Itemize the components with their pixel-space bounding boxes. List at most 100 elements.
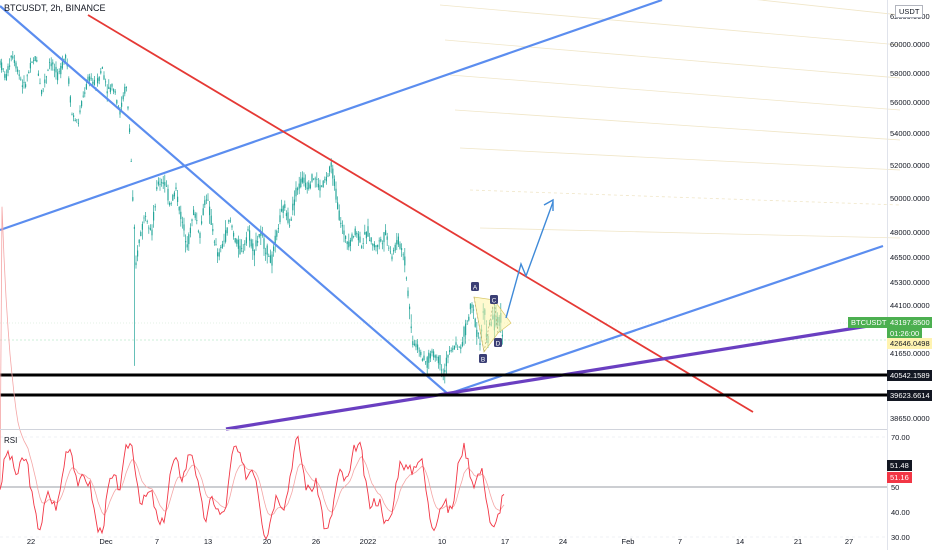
candle-body bbox=[237, 239, 239, 249]
candle-body bbox=[141, 224, 143, 230]
candle-body bbox=[327, 175, 329, 177]
projection-arrowhead bbox=[543, 198, 554, 211]
candle-body bbox=[458, 346, 460, 348]
candle-body bbox=[389, 251, 391, 253]
candle-body bbox=[255, 240, 257, 247]
candle-body bbox=[285, 213, 287, 217]
candle-body bbox=[47, 70, 49, 71]
candle-body bbox=[76, 119, 78, 121]
candle-body bbox=[412, 341, 414, 345]
candle-body bbox=[156, 187, 158, 190]
candle-body bbox=[213, 241, 215, 243]
candle-body bbox=[37, 73, 39, 76]
candle-body bbox=[428, 352, 430, 363]
fib-level-line bbox=[444, 39, 901, 79]
countdown-badge: 01:26:00 bbox=[887, 328, 923, 339]
fib-level-line bbox=[449, 74, 901, 111]
time-tick-label: 21 bbox=[794, 537, 802, 546]
candle-body bbox=[297, 188, 299, 191]
candle-body bbox=[417, 344, 419, 350]
fib-levels bbox=[439, 0, 901, 239]
candle-body bbox=[183, 224, 185, 231]
candle-body bbox=[71, 114, 73, 116]
candle-body bbox=[354, 228, 356, 235]
candle-body bbox=[135, 262, 137, 266]
price-tick-label: 46500.0000 bbox=[890, 253, 930, 262]
fib-level-line bbox=[469, 189, 901, 206]
candle-body bbox=[36, 60, 38, 62]
candle-body bbox=[385, 230, 387, 236]
time-tick-label: Dec bbox=[99, 537, 113, 546]
candle-body bbox=[445, 357, 447, 367]
candle-body bbox=[433, 351, 435, 358]
candle-body bbox=[316, 178, 318, 180]
candle-body bbox=[236, 239, 238, 244]
fib-level-line bbox=[756, 0, 901, 16]
candle-body bbox=[74, 120, 76, 122]
support-badge-2: 39623.6614 bbox=[887, 390, 932, 401]
support-badge-1: 40542.1589 bbox=[887, 370, 932, 381]
candle-body bbox=[132, 197, 134, 201]
candle-body bbox=[345, 235, 347, 239]
rsi-label[interactable]: RSI bbox=[4, 436, 18, 445]
candle-body bbox=[260, 231, 262, 236]
candle-body bbox=[474, 318, 476, 327]
candle-body bbox=[370, 237, 372, 242]
candle-body bbox=[269, 255, 271, 263]
candle-body bbox=[234, 238, 236, 243]
pane-separator[interactable] bbox=[0, 429, 887, 430]
rsi-value-badge: 51.48 bbox=[887, 460, 912, 471]
candle-body bbox=[469, 303, 471, 310]
candle-body bbox=[434, 355, 436, 358]
candle-body bbox=[404, 256, 406, 266]
price-tick-label: 44100.0000 bbox=[890, 301, 930, 310]
time-tick-label: 2022 bbox=[360, 537, 377, 546]
candle-body bbox=[4, 74, 6, 78]
candle-body bbox=[365, 231, 367, 239]
candle-body bbox=[290, 218, 292, 221]
candle-body bbox=[298, 183, 300, 189]
time-tick-label: 20 bbox=[263, 537, 271, 546]
time-tick-label: 17 bbox=[501, 537, 509, 546]
candle-body bbox=[13, 60, 15, 63]
candle-body bbox=[210, 215, 212, 225]
candle-body bbox=[77, 122, 79, 124]
candle-body bbox=[265, 252, 267, 254]
candle-body bbox=[321, 185, 323, 187]
time-axis[interactable]: 22 Dec 7 13 20 26 2022 10 17 24 Feb 7 14 21 27 bbox=[27, 537, 853, 546]
candle-body bbox=[44, 79, 46, 84]
candle-body bbox=[452, 348, 454, 350]
candle-body bbox=[311, 174, 313, 182]
candle-body bbox=[170, 203, 172, 204]
candle-body bbox=[69, 96, 71, 103]
candle-body bbox=[407, 290, 409, 297]
candle-body bbox=[33, 60, 35, 62]
candle-body bbox=[127, 106, 129, 109]
candle-body bbox=[82, 95, 84, 97]
candle-body bbox=[73, 115, 75, 118]
candle-body bbox=[449, 350, 451, 352]
candle-body bbox=[57, 72, 59, 81]
candle-body bbox=[103, 75, 105, 80]
candle-body bbox=[324, 179, 326, 181]
candle-body bbox=[340, 222, 342, 225]
fib-level-line bbox=[459, 147, 901, 171]
time-tick-label: 7 bbox=[678, 537, 682, 546]
candle-body bbox=[346, 241, 348, 245]
candle-body bbox=[457, 349, 459, 350]
candle-body bbox=[93, 79, 95, 86]
currency-tag[interactable]: USDT bbox=[895, 5, 924, 18]
symbol-label[interactable]: BTCUSDT, 2h, BINANCE bbox=[4, 3, 106, 13]
candle-body bbox=[180, 211, 182, 220]
candle-body bbox=[369, 240, 371, 242]
candle-body bbox=[165, 185, 167, 187]
candle-body bbox=[28, 71, 30, 74]
candle-body bbox=[305, 182, 307, 188]
candle-body bbox=[338, 210, 340, 220]
rsi-tick-label: 50 bbox=[891, 483, 899, 492]
fib-level-line bbox=[454, 109, 901, 141]
candle-body bbox=[84, 92, 86, 94]
candle-body bbox=[477, 332, 479, 334]
candle-body bbox=[61, 61, 63, 69]
